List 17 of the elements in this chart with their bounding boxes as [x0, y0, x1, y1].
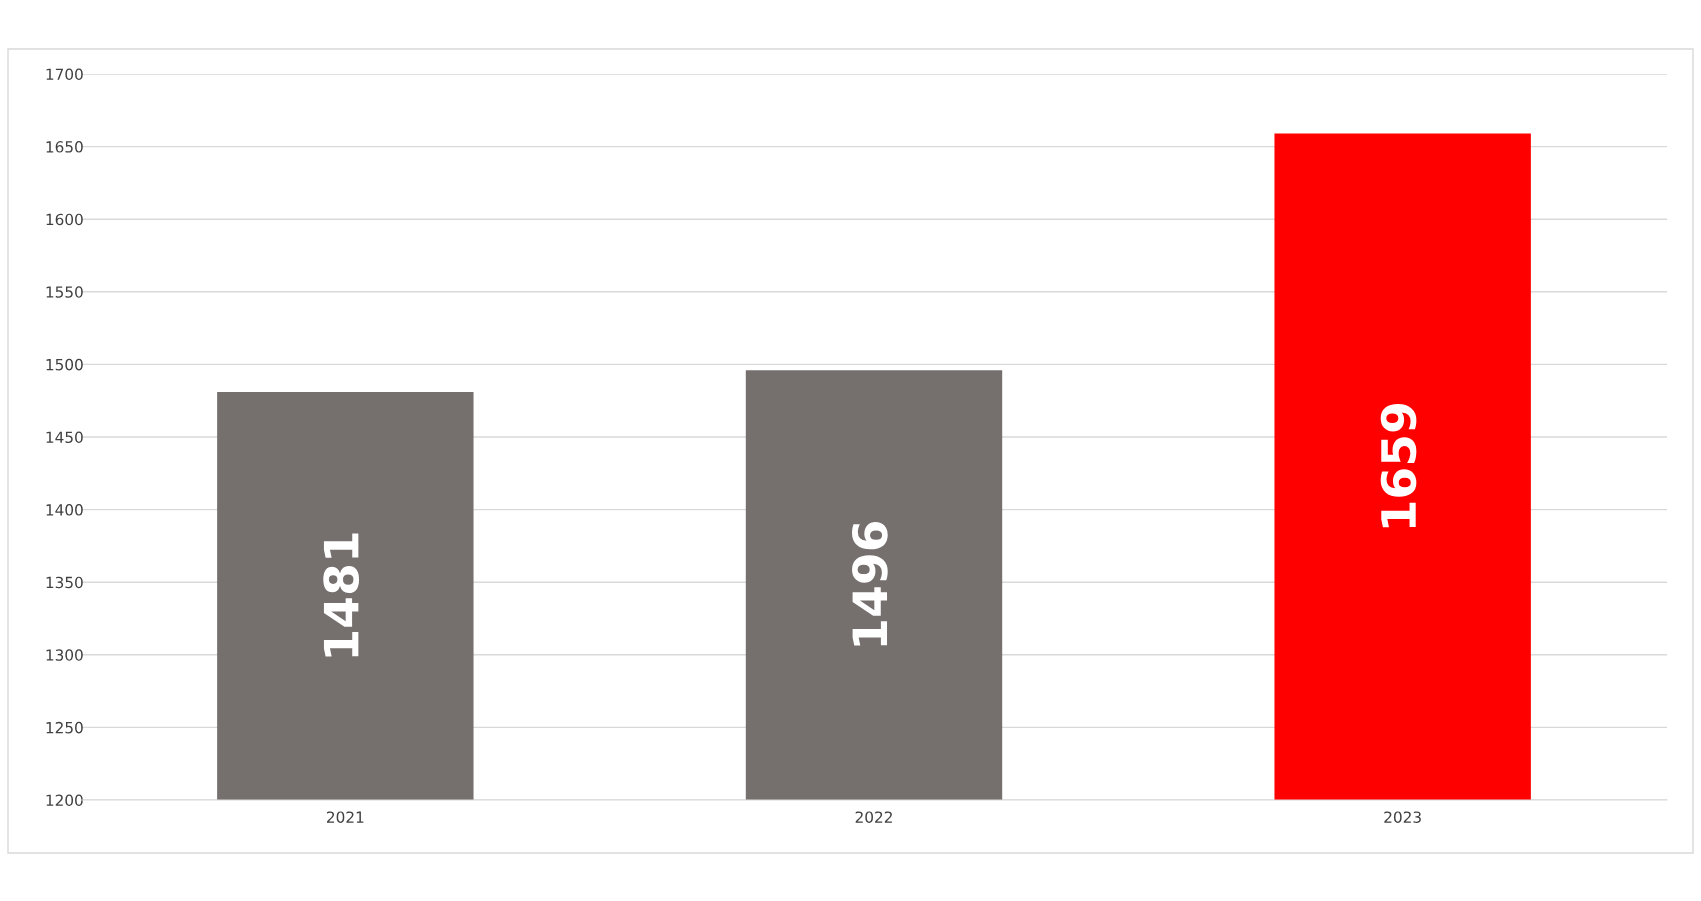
x-tick-label: 2021 [327, 811, 364, 823]
y-tick-label: 1550 [46, 286, 83, 298]
x-tick-label: 2022 [855, 811, 892, 823]
y-tick-label: 1500 [46, 358, 83, 371]
y-tick-label: 1400 [46, 504, 83, 516]
data-label: 1659 [1380, 404, 1417, 528]
y-tick-label: 1200 [46, 794, 83, 807]
x-tick-label: 2023 [1384, 811, 1421, 823]
data-label: 1481 [323, 533, 360, 657]
y-tick-label: 1600 [46, 213, 83, 226]
y-tick-label: 1300 [46, 649, 83, 661]
y-tick-label: 1450 [46, 431, 83, 444]
data-label: 1496 [852, 521, 888, 646]
y-tick-label: 1250 [46, 721, 83, 734]
y-tick-label: 1350 [46, 576, 83, 589]
y-tick-label: 1650 [46, 141, 83, 153]
y-tick-label: 1700 [46, 68, 83, 81]
